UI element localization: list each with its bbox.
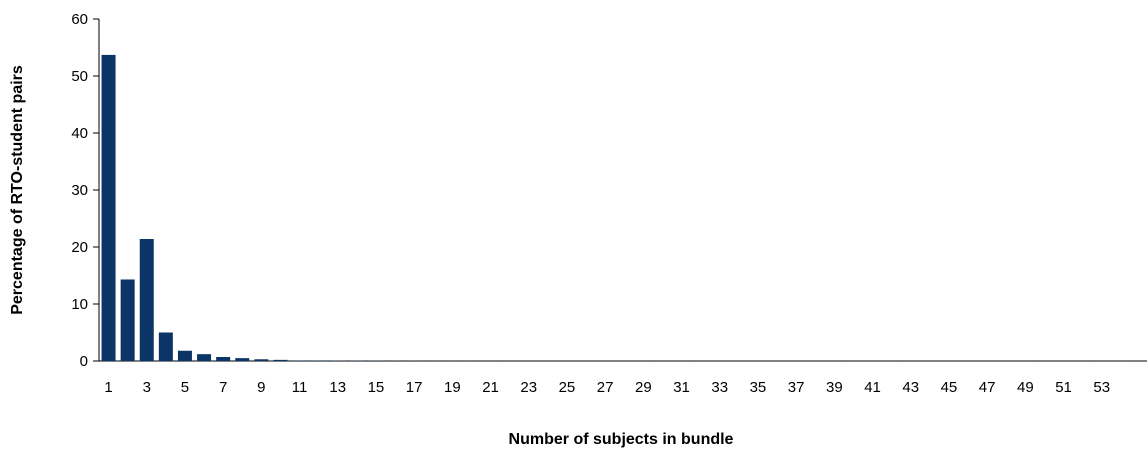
x-tick-label: 27 xyxy=(597,379,614,396)
y-axis: 0 10 20 30 40 50 60 xyxy=(71,11,99,370)
x-tick-label: 39 xyxy=(826,379,843,396)
x-tick-label: 11 xyxy=(292,379,308,396)
x-tick-label: 9 xyxy=(257,379,265,396)
bar-10 xyxy=(273,360,287,361)
x-tick-label: 31 xyxy=(673,379,690,396)
bar-4 xyxy=(159,333,173,362)
x-tick-label: 17 xyxy=(406,379,423,396)
x-tick-label: 21 xyxy=(482,379,499,396)
x-tick-label: 45 xyxy=(941,379,958,396)
x-axis-title: Number of subjects in bundle xyxy=(509,431,734,448)
x-tick-label: 15 xyxy=(368,379,385,396)
x-tick-label: 19 xyxy=(444,379,461,396)
x-tick-label: 51 xyxy=(1055,379,1072,396)
bars xyxy=(102,55,1128,361)
bar-9 xyxy=(254,359,268,361)
x-tick-label: 47 xyxy=(979,379,996,396)
x-tick-label: 41 xyxy=(864,379,881,396)
bar-5 xyxy=(178,351,192,361)
x-tick-label: 7 xyxy=(219,379,227,396)
x-tick-label: 3 xyxy=(143,379,151,396)
x-tick-label: 23 xyxy=(520,379,537,396)
bar-1 xyxy=(102,55,116,361)
x-tick-label: 1 xyxy=(104,379,112,396)
bar-11 xyxy=(293,360,307,361)
bar-3 xyxy=(140,239,154,361)
y-tick-label: 0 xyxy=(80,353,88,370)
x-tick-label: 53 xyxy=(1093,379,1110,396)
y-tick-label: 40 xyxy=(71,125,88,142)
x-tick-label: 5 xyxy=(181,379,189,396)
bar-6 xyxy=(197,354,211,361)
x-tick-label: 35 xyxy=(750,379,767,396)
y-tick-label: 30 xyxy=(71,182,88,199)
bar-7 xyxy=(216,357,230,361)
x-tick-label: 37 xyxy=(788,379,805,396)
x-tick-label: 43 xyxy=(902,379,919,396)
y-tick-label: 60 xyxy=(71,11,88,28)
x-tick-label: 49 xyxy=(1017,379,1034,396)
x-tick-label: 29 xyxy=(635,379,652,396)
y-tick-label: 50 xyxy=(71,68,88,85)
bar-12 xyxy=(312,360,326,361)
y-tick-label: 20 xyxy=(71,239,88,256)
bar-2 xyxy=(121,279,135,361)
x-tick-label: 33 xyxy=(711,379,728,396)
x-tick-label: 25 xyxy=(559,379,576,396)
x-tick-label: 13 xyxy=(329,379,346,396)
y-tick-label: 10 xyxy=(71,296,88,313)
bar-8 xyxy=(235,358,249,361)
y-axis-title: Percentage of RTO-student pairs xyxy=(9,65,26,315)
